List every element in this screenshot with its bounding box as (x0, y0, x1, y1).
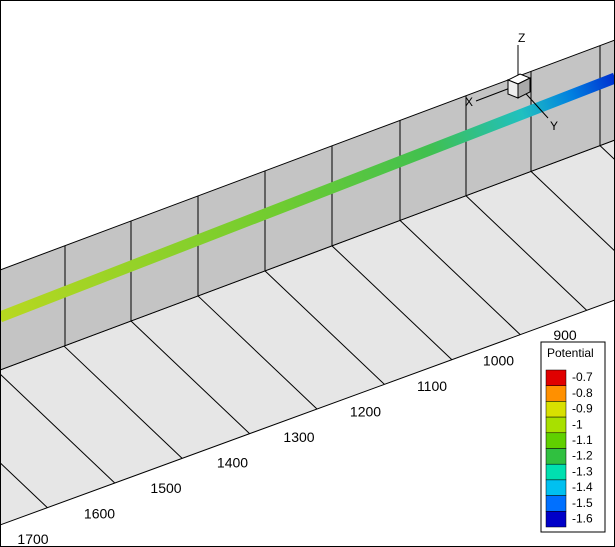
floor-line (399, 220, 521, 335)
y-label: Y (550, 119, 558, 133)
axis-label: 1600 (84, 506, 115, 522)
axis-label: 1200 (350, 404, 381, 420)
legend-swatch (545, 448, 567, 465)
legend-label: -0.7 (572, 370, 593, 384)
legend-swatch (545, 463, 567, 481)
floor-line (0, 461, 48, 509)
axis-triad: X Z Y (465, 31, 558, 133)
axis-labels: 900 1000 1100 1200 1300 1400 1500 1600 1700 (17, 327, 576, 547)
axis-label: 1400 (217, 455, 248, 471)
legend-label: -1.4 (572, 480, 593, 494)
legend-swatch (545, 495, 567, 512)
legend-label: -1.6 (572, 511, 593, 525)
legend-label: -1 (572, 417, 583, 431)
legend-title: Potential (547, 346, 594, 360)
z-label: Z (518, 31, 525, 45)
floor-line (465, 195, 587, 311)
legend-swatch (545, 511, 567, 528)
legend-swatch (545, 479, 567, 496)
floor-line (130, 320, 250, 435)
legend-swatch (545, 416, 567, 434)
legend-label: -0.9 (572, 402, 593, 416)
legend-label: -1.2 (572, 449, 593, 463)
floor (0, 139, 615, 526)
grid-lines (0, 45, 615, 509)
x-label: X (465, 95, 473, 109)
axis-label: 1300 (283, 429, 314, 445)
floor-line (197, 295, 318, 410)
legend-label: -1.1 (572, 433, 593, 447)
floor-line (63, 345, 183, 459)
legend-swatch (545, 432, 567, 449)
axis-label: 900 (553, 327, 577, 343)
legend-label: -0.8 (572, 386, 593, 400)
floor-line (530, 171, 615, 252)
wall (0, 39, 615, 371)
cube-right (517, 77, 531, 99)
axis-label: 1500 (150, 480, 181, 496)
legend-swatch (545, 385, 567, 402)
legend-swatch (545, 369, 567, 386)
floor-line (0, 373, 116, 484)
legend-label: -1.5 (572, 496, 593, 510)
axis-label: 1000 (483, 353, 514, 369)
legend: Potential -0.7 -0.8 -0.9-1 -1.1 -1.2-1.3 -1.4… (540, 341, 606, 533)
floor-line (264, 270, 385, 385)
legend-label: -1.3 (572, 464, 593, 478)
legend-swatch (545, 401, 567, 418)
floor-line (331, 245, 453, 361)
tube (0, 72, 615, 323)
axis-label: 1100 (417, 378, 447, 394)
axis-label: 1700 (17, 531, 48, 547)
